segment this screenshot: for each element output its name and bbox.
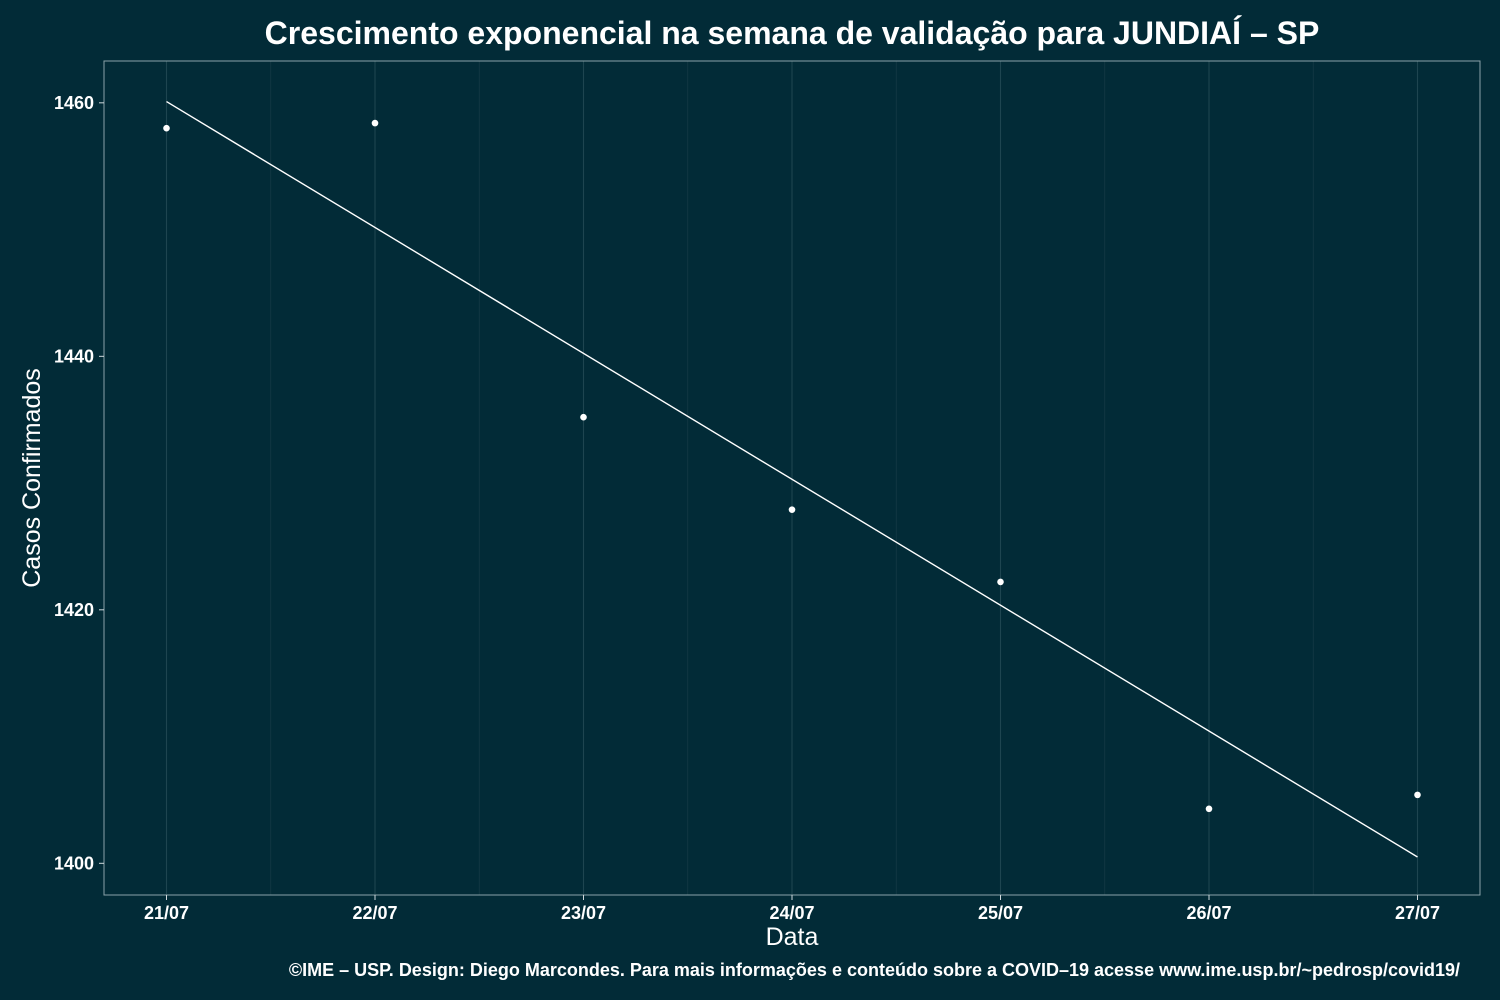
x-tick-label: 24/07 <box>769 903 814 923</box>
x-tick-label: 26/07 <box>1186 903 1231 923</box>
data-point <box>1414 791 1421 799</box>
y-axis-title: Casos Confirmados <box>18 368 46 588</box>
y-tick-label: 1400 <box>54 853 94 873</box>
x-tick-label: 22/07 <box>352 903 397 923</box>
chart-title: Crescimento exponencial na semana de val… <box>265 15 1320 51</box>
y-axis: 1400 1420 1440 1460 <box>54 93 104 873</box>
y-tick-label: 1440 <box>54 346 94 366</box>
fit-line <box>166 100 1418 858</box>
data-point <box>163 124 170 132</box>
data-point <box>788 506 796 513</box>
points-layer <box>163 119 1421 813</box>
x-axis-title: Data <box>766 923 819 951</box>
y-tick-label: 1420 <box>54 600 94 620</box>
chart-caption: ©IME – USP. Design: Diego Marcondes. Par… <box>289 960 1460 980</box>
x-tick-label: 27/07 <box>1395 903 1440 923</box>
x-axis: 21/07 22/07 23/07 24/07 25/07 26/07 27/07 <box>144 895 1440 923</box>
grid-layer <box>165 61 1419 895</box>
x-tick-label: 21/07 <box>144 903 189 923</box>
data-point <box>580 413 587 421</box>
x-tick-label: 25/07 <box>978 903 1023 923</box>
data-point <box>1205 805 1213 813</box>
x-tick-label: 23/07 <box>561 903 606 923</box>
y-tick-label: 1460 <box>54 93 94 113</box>
data-point <box>371 119 379 127</box>
data-point <box>997 578 1004 586</box>
